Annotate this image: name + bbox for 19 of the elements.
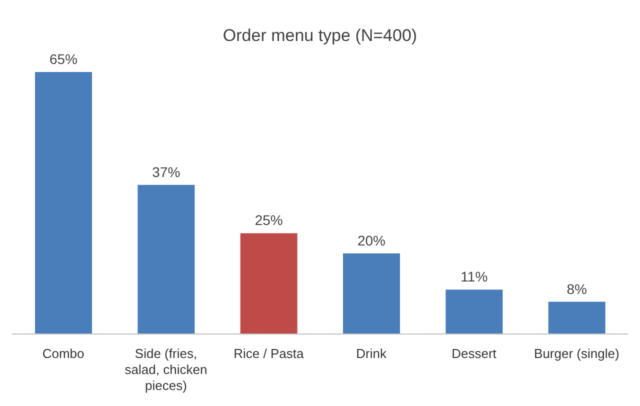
x-tick-label: Burger (single) — [534, 346, 620, 361]
bar — [240, 233, 298, 334]
data-label: 20% — [357, 232, 386, 248]
x-tick-label: Side (fries, salad, chicken pieces) — [124, 346, 208, 393]
data-label: 25% — [254, 212, 283, 228]
x-tick-label: Rice / Pasta — [234, 346, 304, 361]
x-tick-label: Drink — [356, 346, 387, 361]
chart-title: Order menu type (N=400) — [222, 26, 418, 47]
bar — [343, 253, 400, 334]
data-label: 8% — [566, 280, 587, 297]
x-tick-label: Combo — [42, 346, 84, 361]
bar — [548, 302, 606, 334]
bar — [138, 184, 195, 334]
bar — [35, 72, 92, 334]
data-label: 65% — [49, 51, 78, 67]
data-label: 11% — [460, 268, 488, 285]
data-label: 37% — [152, 164, 180, 180]
x-tick-label: Dessert — [452, 346, 497, 361]
bar — [446, 290, 503, 334]
